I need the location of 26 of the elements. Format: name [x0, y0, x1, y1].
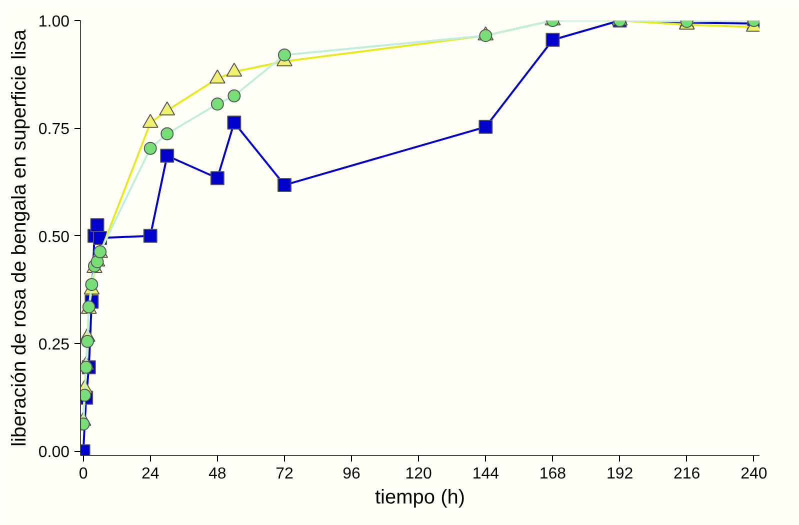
x-tick-label: 120: [405, 466, 432, 482]
x-tick-label: 144: [472, 466, 500, 482]
x-tick-label: 216: [674, 466, 700, 482]
point: [478, 120, 493, 134]
y-tick-label: 0.00: [38, 444, 70, 462]
point: [90, 218, 104, 232]
x-tick-label: 0: [78, 466, 88, 482]
y-tick-label: 0.25: [38, 336, 70, 354]
point: [546, 32, 560, 47]
y-axis-title: liberación de rosa de bengala en superficie lisa: [8, 28, 30, 446]
x-tick-label: 168: [539, 466, 566, 482]
point: [143, 228, 158, 243]
x-axis-title: tiempo (h): [374, 486, 466, 508]
x-tick-label: 240: [740, 466, 768, 482]
y-tick-label: 0.50: [38, 228, 70, 246]
point: [227, 116, 242, 130]
x-tick-label: 72: [276, 466, 294, 482]
point: [210, 171, 224, 186]
point: [277, 178, 292, 192]
y-tick-label: 1.00: [38, 14, 70, 30]
point: [160, 148, 174, 163]
x-tick-label: 96: [342, 466, 361, 482]
x-tick-label: 48: [208, 466, 226, 482]
x-tick-label: 24: [141, 466, 160, 482]
x-tick-label: 192: [606, 466, 634, 482]
y-tick-label: 0.75: [38, 121, 70, 138]
